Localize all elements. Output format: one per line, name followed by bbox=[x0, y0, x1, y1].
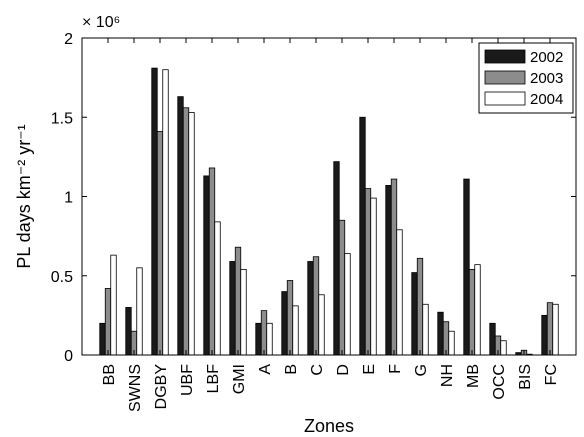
bar-2003-e bbox=[364, 188, 372, 356]
x-tick-label-f: F bbox=[387, 364, 404, 374]
x-tick-label-d: D bbox=[335, 364, 352, 376]
x-tick-label-fc: FC bbox=[543, 364, 560, 385]
bar-2002-e bbox=[359, 116, 366, 356]
bar-2003-d bbox=[338, 219, 346, 356]
x-tick-label-c: C bbox=[309, 364, 326, 376]
bar-2002-dgby bbox=[151, 67, 158, 356]
bar-2004-b bbox=[292, 305, 299, 356]
bar-2002-lbf bbox=[203, 175, 210, 356]
bar-2002-occ bbox=[489, 322, 496, 356]
y-tick-label: 1.5 bbox=[51, 110, 73, 127]
x-tick-label-nh: NH bbox=[439, 364, 456, 387]
legend-label-2002: 2002 bbox=[530, 49, 563, 66]
bar-2002-ubf bbox=[177, 96, 184, 356]
x-tick-label-b: B bbox=[283, 364, 300, 375]
bar-2004-e bbox=[370, 197, 377, 356]
bar-2004-fc bbox=[552, 303, 559, 356]
x-tick-label-e: E bbox=[361, 364, 378, 375]
bar-2004-occ bbox=[500, 340, 507, 356]
bar-2003-ubf bbox=[182, 107, 190, 356]
x-tick-label-a: A bbox=[257, 364, 274, 375]
legend-swatch-2002 bbox=[484, 49, 526, 64]
bar-2003-g bbox=[416, 257, 424, 356]
y-axis-title: PL days km⁻² yr⁻¹ bbox=[14, 124, 34, 268]
bar-2002-gmi bbox=[229, 261, 236, 356]
y-tick-label: 1 bbox=[64, 190, 73, 207]
bar-2003-fc bbox=[546, 302, 554, 356]
x-tick-label-swns: SWNS bbox=[127, 364, 144, 412]
x-tick-label-dgby: DGBY bbox=[153, 364, 170, 410]
bar-2003-c bbox=[312, 256, 320, 356]
bar-2004-d bbox=[344, 253, 351, 356]
bar-2004-c bbox=[318, 294, 325, 356]
bar-2002-d bbox=[333, 161, 340, 356]
x-tick-label-mb: MB bbox=[465, 364, 482, 388]
x-axis-ticks: BB SWNS DGBY UBF LBF GMI A B C D E F G NH MB OCC BIS FC bbox=[101, 38, 560, 412]
bar-2004-a bbox=[266, 322, 273, 356]
y-axis-exponent: × 10⁶ bbox=[82, 14, 120, 31]
bar-2002-fc bbox=[541, 314, 548, 356]
legend-label-2003: 2003 bbox=[530, 70, 563, 87]
bar-2002-bb bbox=[99, 322, 106, 356]
bar-2002-swns bbox=[125, 307, 132, 356]
bar-2002-c bbox=[307, 261, 314, 356]
bar-2002-nh bbox=[437, 311, 444, 356]
bar-2004-g bbox=[422, 303, 429, 356]
bar-2004-ubf bbox=[188, 112, 195, 356]
bar-2003-a bbox=[260, 310, 268, 356]
bar-2004-nh bbox=[448, 330, 455, 356]
x-tick-label-bis: BIS bbox=[517, 364, 534, 390]
bar-2003-dgby bbox=[156, 131, 164, 356]
bar-2002-f bbox=[385, 185, 392, 356]
x-tick-label-occ: OCC bbox=[491, 364, 508, 400]
x-tick-label-ubf: UBF bbox=[179, 364, 196, 396]
legend-label-2004: 2004 bbox=[530, 91, 563, 108]
x-tick-label-lbf: LBF bbox=[205, 364, 222, 394]
bar-2004-dgby bbox=[162, 69, 169, 356]
bar-2002-a bbox=[255, 322, 262, 356]
bar-2004-gmi bbox=[240, 269, 247, 356]
bar-2004-f bbox=[396, 229, 403, 356]
bar-2004-bb bbox=[110, 254, 117, 356]
legend-swatch-2003 bbox=[484, 70, 526, 85]
bar-2003-b bbox=[286, 280, 294, 356]
bar-2002-mb bbox=[463, 178, 470, 356]
bar-2002-g bbox=[411, 272, 418, 356]
x-tick-label-gmi: GMI bbox=[231, 364, 248, 394]
x-tick-label-g: G bbox=[413, 364, 430, 376]
x-tick-label-bb: BB bbox=[101, 364, 118, 385]
bar-2003-lbf bbox=[208, 167, 216, 356]
bars-layer bbox=[99, 67, 559, 356]
y-tick-label: 0.5 bbox=[51, 269, 73, 286]
bar-2004-mb bbox=[474, 264, 481, 356]
bar-2003-mb bbox=[468, 269, 476, 356]
bar-2003-gmi bbox=[234, 246, 242, 356]
bar-2004-lbf bbox=[214, 221, 221, 356]
legend-swatch-2004 bbox=[484, 91, 526, 106]
bar-2002-b bbox=[281, 291, 288, 356]
bar-2004-swns bbox=[136, 267, 143, 356]
bar-2003-f bbox=[390, 178, 398, 356]
bar-2003-bb bbox=[104, 288, 112, 356]
y-tick-label: 2 bbox=[64, 31, 73, 48]
y-axis-ticks: 0 0.5 1 1.5 2 bbox=[51, 31, 576, 365]
legend: 2002 2003 2004 bbox=[478, 42, 574, 114]
y-tick-label: 0 bbox=[64, 348, 73, 365]
x-axis-title: Zones bbox=[304, 416, 354, 436]
